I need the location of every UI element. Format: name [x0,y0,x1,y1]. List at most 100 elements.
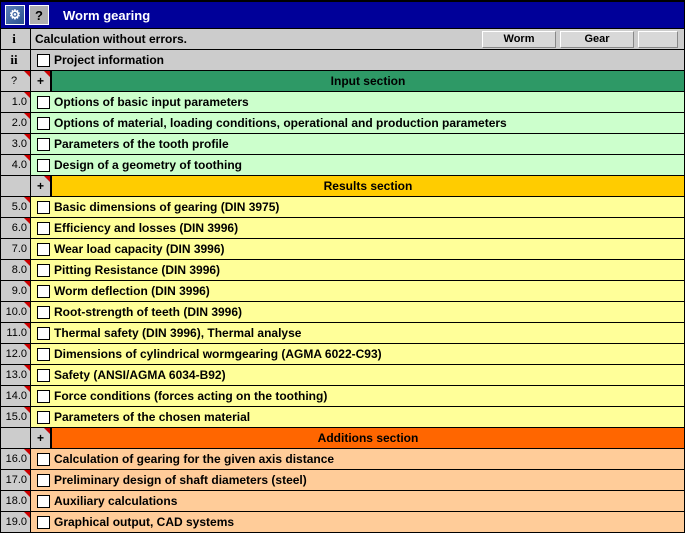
expand-button[interactable]: + [31,176,51,196]
row-label: Dimensions of cylindrical wormgearing (A… [54,344,382,364]
data-row[interactable]: 8.0 Pitting Resistance (DIN 3996) [1,259,684,280]
checkbox[interactable] [37,243,50,256]
checkbox[interactable] [37,285,50,298]
row-label: Options of material, loading conditions,… [54,113,507,133]
row-number: 2.0 [1,113,31,133]
worm-button[interactable]: Worm [482,31,556,48]
row-content: Safety (ANSI/AGMA 6034-B92) [31,365,684,385]
row-number: 19.0 [1,512,31,532]
project-info-label: Project information [54,50,164,70]
data-row[interactable]: 14.0 Force conditions (forces acting on t… [1,385,684,406]
checkbox[interactable] [37,390,50,403]
empty-button[interactable] [638,31,678,48]
data-row[interactable]: 4.0 Design of a geometry of toothing [1,154,684,175]
row-content: Auxiliary calculations [31,491,684,511]
row-label: Pitting Resistance (DIN 3996) [54,260,220,280]
checkbox[interactable] [37,516,50,529]
row-number: 9.0 [1,281,31,301]
checkbox[interactable] [37,138,50,151]
row-label: Design of a geometry of toothing [54,155,242,175]
row-content: Wear load capacity (DIN 3996) [31,239,684,259]
checkbox[interactable] [37,54,50,67]
row-content: Options of material, loading conditions,… [31,113,684,133]
row-content: Worm deflection (DIN 3996) [31,281,684,301]
row-number: 12.0 [1,344,31,364]
row-number: 13.0 [1,365,31,385]
checkbox[interactable] [37,306,50,319]
window-title: Worm gearing [63,8,150,23]
row-content: Thermal safety (DIN 3996), Thermal analy… [31,323,684,343]
checkbox[interactable] [37,222,50,235]
data-row[interactable]: 11.0Thermal safety (DIN 3996), Thermal a… [1,322,684,343]
row-label: Auxiliary calculations [54,491,177,511]
row-content: Calculation of gearing for the given axi… [31,449,684,469]
data-row[interactable]: 17.0 Preliminary design of shaft diameter… [1,469,684,490]
data-row[interactable]: 18.0 Auxiliary calculations [1,490,684,511]
row-number: 18.0 [1,491,31,511]
data-row[interactable]: 5.0Basic dimensions of gearing (DIN 3975… [1,196,684,217]
row-number: 15.0 [1,407,31,427]
data-row[interactable]: 16.0Calculation of gearing for the given… [1,448,684,469]
row-number: 7.0 [1,239,31,259]
data-row[interactable]: 6.0Efficiency and losses (DIN 3996) [1,217,684,238]
row-label: Parameters of the tooth profile [54,134,229,154]
data-row[interactable]: 2.0 Options of material, loading conditio… [1,112,684,133]
row-label: Graphical output, CAD systems [54,512,234,532]
row-label: Wear load capacity (DIN 3996) [54,239,225,259]
row-label: Preliminary design of shaft diameters (s… [54,470,307,490]
row-label: Basic dimensions of gearing (DIN 3975) [54,197,279,217]
row-content: Parameters of the tooth profile [31,134,684,154]
checkbox[interactable] [37,474,50,487]
row-label: Thermal safety (DIN 3996), Thermal analy… [54,323,301,343]
expand-button[interactable]: + [31,71,51,91]
row-content: Options of basic input parameters [31,92,684,112]
row-number: 17.0 [1,470,31,490]
data-row[interactable]: 15.0 Parameters of the chosen material [1,406,684,427]
row-label: Root-strength of teeth (DIN 3996) [54,302,242,322]
row-number: 16.0 [1,449,31,469]
expand-button[interactable]: + [31,428,51,448]
row-number: ? [1,71,31,91]
checkbox[interactable] [37,453,50,466]
checkbox[interactable] [37,96,50,109]
row-label: Efficiency and losses (DIN 3996) [54,218,238,238]
row-number: 8.0 [1,260,31,280]
status-row: i Calculation without errors. Worm Gear [1,28,684,49]
help-icon[interactable]: ? [29,5,49,25]
data-row[interactable]: 3.0 Parameters of the tooth profile [1,133,684,154]
checkbox[interactable] [37,411,50,424]
row-number: 3.0 [1,134,31,154]
data-row[interactable]: 1.0Options of basic input parameters [1,91,684,112]
checkbox[interactable] [37,159,50,172]
checkbox[interactable] [37,264,50,277]
row-content: Dimensions of cylindrical wormgearing (A… [31,344,684,364]
app-icon[interactable]: ⚙ [5,5,25,25]
checkbox[interactable] [37,201,50,214]
section-header-row: ?+Input section [1,70,684,91]
data-row[interactable]: 19.0 Graphical output, CAD systems [1,511,684,532]
data-row[interactable]: 7.0 Wear load capacity (DIN 3996) [1,238,684,259]
section-header-row: +Results section [1,175,684,196]
gear-button[interactable]: Gear [560,31,634,48]
project-info-row: ii Project information [1,49,684,70]
data-row[interactable]: 10.0 Root-strength of teeth (DIN 3996) [1,301,684,322]
row-label: Force conditions (forces acting on the t… [54,386,327,406]
checkbox[interactable] [37,495,50,508]
row-number: 4.0 [1,155,31,175]
row-number: 10.0 [1,302,31,322]
checkbox[interactable] [37,117,50,130]
row-number: 1.0 [1,92,31,112]
data-row[interactable]: 9.0Worm deflection (DIN 3996) [1,280,684,301]
row-number: 14.0 [1,386,31,406]
row-number [1,176,31,196]
checkbox[interactable] [37,327,50,340]
section-header-row: +Additions section [1,427,684,448]
checkbox[interactable] [37,369,50,382]
app-window: ⚙ ? Worm gearing i Calculation without e… [0,0,685,533]
row-number: i [1,29,31,49]
data-row[interactable]: 12.0 Dimensions of cylindrical wormgearin… [1,343,684,364]
checkbox[interactable] [37,348,50,361]
row-label: Parameters of the chosen material [54,407,250,427]
row-label: Safety (ANSI/AGMA 6034-B92) [54,365,226,385]
data-row[interactable]: 13.0 Safety (ANSI/AGMA 6034-B92) [1,364,684,385]
